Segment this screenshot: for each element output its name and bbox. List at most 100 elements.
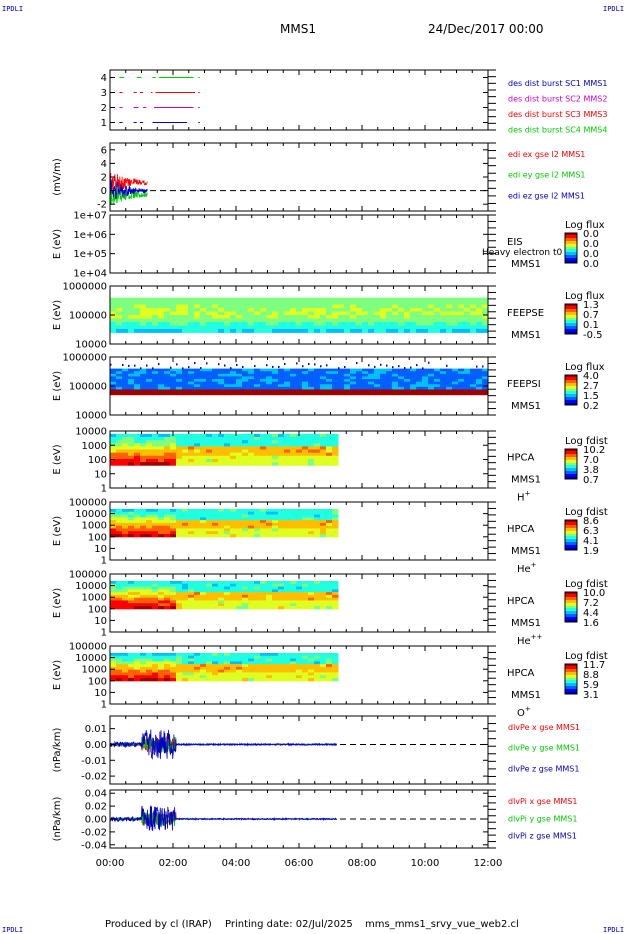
heatmap-cell: [320, 658, 327, 662]
heatmap-cell: [188, 308, 195, 313]
heatmap-cell: [218, 586, 225, 590]
heatmap-cell: [398, 371, 405, 375]
heatmap-cell: [326, 308, 333, 313]
heatmap-cell: [122, 373, 129, 377]
heatmap-cell: [134, 368, 141, 372]
heatmap-cell: [290, 297, 297, 302]
colorbar-segment: [565, 260, 577, 262]
heatmap-cell: [260, 528, 267, 532]
heatmap-cell: [158, 371, 165, 375]
heatmap-cell: [428, 315, 435, 319]
heatmap-cell: [194, 522, 201, 527]
colorbar-segment: [565, 391, 577, 393]
heatmap-cell: [452, 373, 459, 377]
colorbar-segment: [565, 376, 577, 378]
heatmap-cell: [266, 586, 273, 590]
heatmap-cell: [290, 384, 297, 388]
heatmap-cell: [338, 389, 345, 393]
colorbar-tick-label: 0.7: [583, 310, 599, 321]
heatmap-cell: [308, 666, 315, 671]
heatmap-cell: [146, 384, 153, 388]
heatmap-cell: [122, 592, 129, 596]
heatmap-cell: [350, 325, 357, 330]
heatmap-cell: [152, 304, 159, 309]
heatmap-cell: [434, 376, 441, 380]
heatmap-cell: [380, 318, 387, 323]
heatmap-cell: [164, 669, 171, 673]
instrument-label: HPCA: [507, 668, 535, 679]
heatmap-cell: [194, 514, 201, 518]
heatmap-cell: [320, 308, 327, 313]
colorbar-segment: [565, 330, 577, 332]
heatmap-cell: [296, 325, 303, 330]
colorbar-tick-label: 3.1: [583, 690, 599, 701]
heatmap-cell: [182, 368, 189, 372]
heatmap-cell: [242, 589, 249, 593]
heatmap-cell: [308, 520, 315, 524]
heatmap-cell: [278, 517, 285, 521]
heatmap-cell: [182, 315, 189, 319]
heatmap-cell: [266, 528, 273, 532]
colorbar-segment: [565, 392, 577, 394]
heatmap-cell: [230, 379, 237, 383]
heatmap-cell: [320, 531, 327, 535]
heatmap-cell: [158, 672, 165, 676]
heatmap-cell: [152, 315, 159, 319]
heatmap-cell: [176, 658, 183, 662]
heatmap-cell: [182, 675, 189, 679]
colorbar-segment: [565, 247, 577, 249]
colorbar-segment: [565, 245, 577, 247]
heatmap-cell: [188, 304, 195, 309]
heatmap-cell: [332, 664, 339, 668]
heatmap-cell: [122, 443, 129, 447]
heatmap-cell: [308, 321, 315, 326]
heatmap-cell: [272, 583, 279, 588]
heatmap-cell: [176, 436, 183, 441]
heatmap-cell: [272, 600, 279, 604]
heatmap-cell: [326, 386, 333, 390]
heatmap-cell: [296, 392, 303, 396]
heatmap-cell: [380, 368, 387, 372]
heatmap-cell: [182, 597, 189, 601]
heatmap-cell: [182, 652, 189, 657]
heatmap-cell: [380, 328, 387, 333]
heatmap-cell: [224, 455, 231, 460]
heatmap-cell: [176, 528, 183, 532]
heatmap-cell: [422, 389, 429, 393]
heatmap-cell: [182, 321, 189, 326]
heatmap-cell: [158, 600, 165, 604]
x-tick-label: 02:00: [159, 858, 188, 869]
heatmap-cell: [212, 658, 219, 662]
heatmap-cell: [134, 672, 141, 676]
heatmap-cell: [236, 379, 243, 383]
heatmap-cell: [200, 520, 207, 524]
heatmap-cell: [356, 315, 363, 319]
heatmap-cell: [230, 386, 237, 390]
heatmap-cell: [116, 511, 123, 516]
heatmap-cell: [218, 652, 225, 657]
heatmap-cell: [158, 321, 165, 326]
heatmap-cell: [452, 392, 459, 396]
heatmap-cell: [404, 304, 411, 309]
heatmap-cell: [128, 586, 135, 590]
heatmap-cell: [236, 586, 243, 590]
heatmap-cell: [260, 368, 267, 372]
heatmap-cell: [194, 371, 201, 375]
heatmap-cell: [272, 589, 279, 593]
heatmap-cell: [248, 297, 255, 302]
heatmap-cell: [212, 586, 219, 590]
heatmap-cell: [230, 655, 237, 660]
heatmap-cell: [440, 325, 447, 330]
heatmap-cell: [242, 525, 249, 529]
colorbar-segment: [565, 677, 577, 679]
heatmap-cell: [128, 583, 135, 588]
heatmap-cell: [266, 368, 273, 372]
heatmap-cell: [248, 525, 255, 529]
heatmap-cell: [422, 379, 429, 383]
heatmap-cell: [152, 534, 159, 538]
colorbar-segment: [565, 258, 577, 260]
heatmap-cell: [464, 315, 471, 319]
heatmap-cell: [356, 311, 363, 316]
colorbar-segment: [565, 470, 577, 472]
heatmap-cell: [314, 381, 321, 385]
